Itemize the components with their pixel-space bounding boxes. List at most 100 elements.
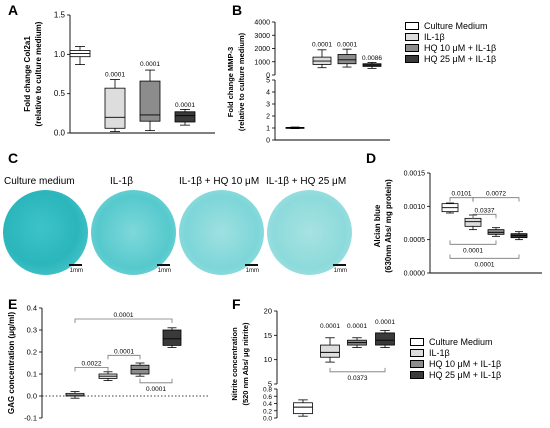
y-tick-label: 0 [266,73,270,80]
scale-label: 1mm [157,268,171,274]
legend-label: HQ 10 μM + IL-1β [424,42,497,53]
p-value-label: 0.0086 [362,55,382,62]
y-tick-label: 15 [264,331,272,340]
stained-disc-image [267,190,352,275]
y-axis-label: (520 nm Abs/ μg nitrite) [241,322,250,406]
stained-disc-image [3,190,88,275]
y-tick-label: 1000 [254,59,270,66]
y-tick-label: 0.4 [27,304,37,313]
legend-swatch [410,370,424,379]
y-tick-label: 0.0010 [404,204,426,211]
significance-bracket [472,197,520,202]
y-tick-label: 5 [268,380,272,389]
y-axis-label: Alcian blue [373,204,382,247]
legend-swatch [405,32,419,41]
box [375,332,395,346]
y-tick-label: 0.2 [27,348,37,357]
chart-gag: -0.1 0.0 0.1 0.2 0.3 0.4 GAG concentration (μg… [7,304,210,423]
photo-il1b: 1mm [91,190,176,275]
stained-disc-image [179,190,264,275]
panel-letter-d: D [366,150,377,166]
y-tick-label: -0.1 [24,414,37,423]
photo-title-culture: Culture medium [4,176,75,187]
legend-label: Culture Medium [429,336,493,347]
photo-title-hq10: IL-1β + HQ 10 μM [179,176,260,187]
chart-mmp3: 0 1000 2000 3000 4000 0 1 2 3 4 5 Fold change MMP-3… [226,20,390,145]
scale-label: 1mm [245,268,259,274]
legend-swatch [405,21,419,30]
significance-bracket [449,197,474,202]
panel-letter-a: A [8,2,19,18]
scale-bar [69,264,82,266]
scale-bar [245,264,258,266]
y-tick-label: 2000 [254,46,270,53]
panel-letter-e: E [8,296,18,312]
y-tick-label: 3000 [254,33,270,40]
y-tick-label: 0.5 [54,89,66,98]
y-tick-label: 2 [266,114,270,121]
box [104,87,126,129]
y-tick-label: 4000 [254,20,270,27]
scale-bar [157,264,170,266]
y-tick-label: 0.1 [27,370,37,379]
legend-label: HQ 25 μM + IL-1β [424,53,497,64]
legend-swatch [405,43,419,52]
y-axis-label: (630nm Abs/ mg protein) [384,179,393,273]
photo-title-hq25: IL-1β + HQ 25 μM [266,176,347,187]
p-value-label: 0.0001 [175,102,195,109]
legend-item: Culture Medium [410,336,501,347]
p-value-label: 0.0022 [82,360,102,367]
y-tick-label: 0.4 [263,401,272,408]
legend-label: IL-1β [424,31,445,42]
box [337,54,357,65]
p-value-label: 0.0001 [140,61,160,68]
legend-item: HQ 10 μM + IL-1β [405,42,496,53]
legend-item: IL-1β [410,347,501,358]
photo-title-il1b: IL-1β [110,176,133,187]
panel-letter-f: F [232,296,241,312]
p-value-label: 0.0101 [452,191,472,198]
chart-alcian-blue: 0.0000 0.0005 0.0010 0.0015 Alcian blue (630n… [373,171,542,278]
significance-bracket [472,213,497,219]
p-value-label: 0.0001 [114,348,134,355]
y-tick-label: 0.0000 [404,271,426,278]
chart-nitrite: 5 10 15 20 0.00.20.40.60.8 Nitrite concentrat… [230,307,395,423]
legend-swatch [410,348,424,357]
y-tick-label: 1.5 [54,11,66,20]
legend-top: Culture Medium IL-1β HQ 10 μM + IL-1β HQ… [405,20,496,64]
y-tick-label: 0.0 [263,416,272,423]
y-tick-label: 0.3 [27,326,37,335]
significance-bracket [449,240,497,245]
y-tick-label: 0.0005 [404,237,426,244]
legend-label: HQ 25 μM + IL-1β [429,369,502,380]
p-value-label: 0.0001 [105,71,125,78]
legend-bottom: Culture Medium IL-1β HQ 10 μM + IL-1β HQ… [410,336,501,380]
scale-label: 1mm [333,268,347,274]
significance-bracket [139,378,173,384]
y-axis-label: GAG concentration (μg/ml) [7,312,16,415]
y-tick-label: 3 [266,102,270,109]
significance-bracket [329,367,386,373]
legend-swatch [405,54,419,63]
p-value-label: 0.0001 [375,319,395,326]
p-value-label: 0.0001 [475,261,495,268]
y-tick-label: 0.2 [263,408,272,415]
significance-bracket [107,354,141,360]
panel-letter-c: C [8,150,19,166]
box [464,217,482,227]
y-tick-label: 0 [266,138,270,145]
y-tick-label: 1 [266,126,270,133]
p-value-label: 0.0001 [146,386,166,393]
y-axis-label: (relative to culture medium) [237,32,246,131]
box [162,329,182,346]
box [139,80,161,122]
significance-bracket [74,318,173,323]
photo-hq25: 1mm [267,190,352,275]
box [293,402,313,415]
y-tick-label: 4 [266,90,270,97]
legend-swatch [410,359,424,368]
legend-item: HQ 25 μM + IL-1β [410,369,501,380]
y-tick-label: 1.0 [54,50,66,59]
legend-swatch [410,337,424,346]
y-tick-label: 0.6 [263,394,272,401]
